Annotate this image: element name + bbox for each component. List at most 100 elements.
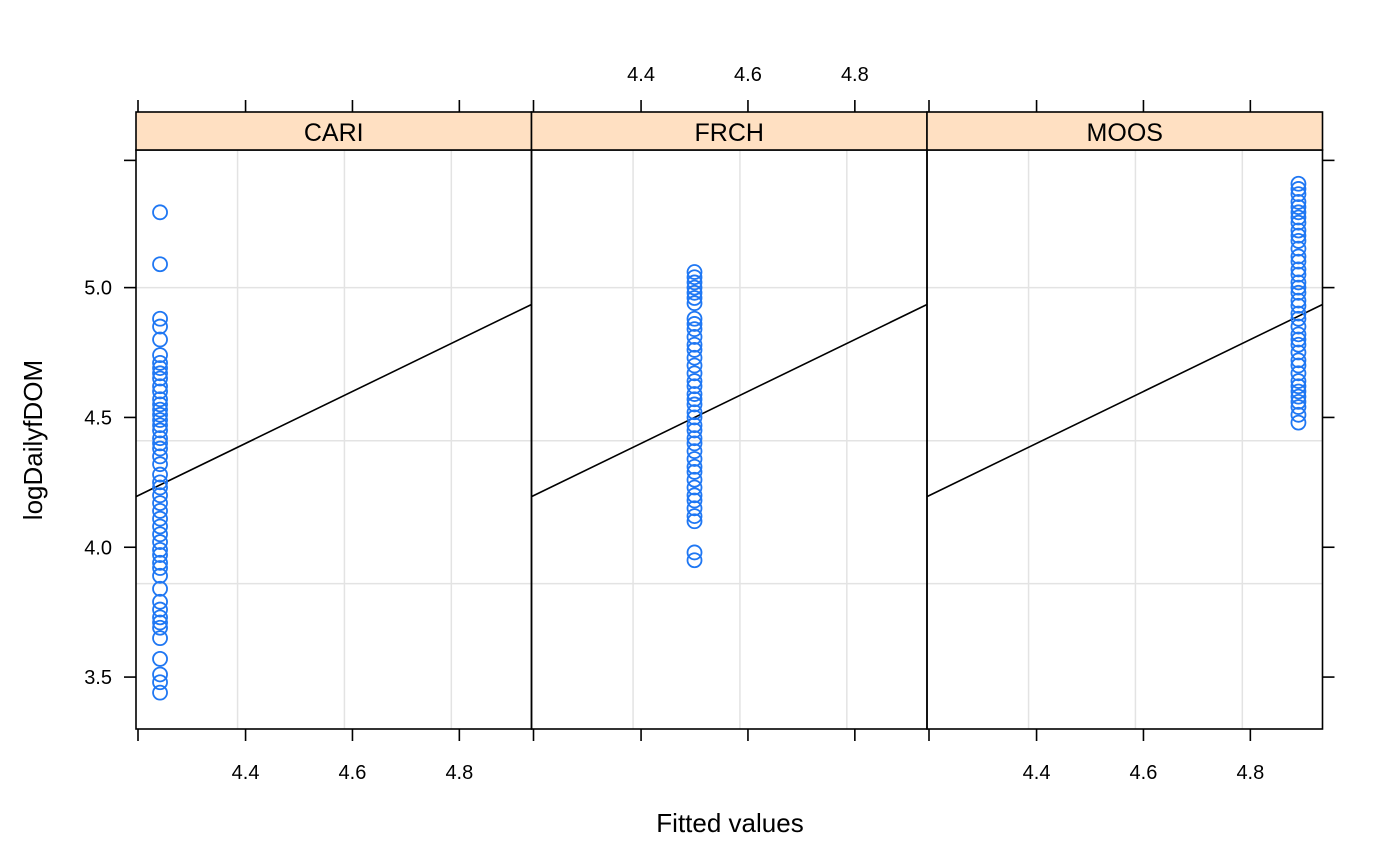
data-point [152, 256, 168, 273]
data-point [152, 609, 168, 626]
data-point [152, 310, 168, 327]
data-point [1290, 393, 1307, 410]
data-point [152, 435, 168, 452]
data-point [686, 329, 703, 345]
x-tick-label: 4.6 [339, 762, 367, 784]
x-tick-label: 4.6 [734, 64, 762, 86]
data-point [152, 666, 168, 683]
data-point [1290, 383, 1307, 400]
data-point [152, 448, 168, 465]
data-point [152, 534, 168, 550]
data-point [152, 378, 168, 395]
data-point [152, 541, 168, 558]
x-tick-label: 4.4 [232, 762, 260, 784]
data-point [686, 479, 703, 496]
data-point [686, 269, 703, 286]
axis-layer: 4.4 4.6 4.8 4.4 4.6 4.8 4.4 4.6 4.8 3.5 4.0 4.5 5.0 [84, 64, 1335, 784]
data-point [1290, 292, 1307, 309]
reference-line [531, 303, 928, 498]
data-point [1290, 378, 1307, 395]
data-point [1290, 344, 1307, 361]
data-point [1290, 227, 1307, 244]
data-point [686, 552, 703, 569]
panel-border [530, 149, 928, 730]
data-point [1290, 331, 1307, 348]
y-axis-title: logDailyfDOM [18, 360, 48, 520]
data-point [152, 518, 168, 535]
x-tick-label: 4.4 [627, 64, 655, 86]
data-point [686, 443, 703, 460]
data-point [686, 386, 703, 402]
data-point [686, 391, 703, 408]
data-point [1290, 297, 1307, 314]
y-tick-label: 5.0 [84, 278, 112, 300]
grid-layer [136, 150, 1323, 729]
data-point [686, 357, 703, 374]
data-point [152, 650, 168, 667]
x-tick-label: 4.8 [841, 64, 869, 86]
panel-border [135, 149, 533, 730]
data-point [152, 619, 168, 636]
data-point [686, 342, 703, 358]
data-point [152, 614, 168, 631]
data-point [152, 580, 168, 597]
data-point [152, 417, 168, 434]
data-point [152, 383, 168, 400]
data-point [686, 471, 703, 488]
data-point [686, 435, 703, 452]
data-point [152, 684, 168, 701]
data-point [686, 508, 703, 524]
data-point [686, 404, 703, 421]
data-point [1290, 352, 1307, 369]
data-point [686, 487, 703, 504]
data-point [686, 430, 703, 447]
data-point [1290, 310, 1307, 327]
data-point [152, 406, 168, 423]
data-point [1290, 240, 1307, 257]
data-point [686, 284, 703, 301]
data-point [152, 503, 168, 519]
data-point [1290, 279, 1307, 296]
data-point [152, 630, 168, 647]
data-point [152, 365, 168, 382]
data-point [686, 458, 703, 475]
data-point [686, 321, 703, 338]
x-tick-label: 4.6 [1130, 762, 1158, 784]
data-point [686, 464, 703, 480]
y-tick-label: 3.5 [84, 667, 112, 689]
data-point [686, 373, 703, 389]
data-point [1290, 253, 1307, 270]
data-point [152, 560, 168, 576]
data-point [686, 422, 703, 439]
data-point [152, 474, 168, 491]
data-point [152, 547, 168, 563]
data-point [152, 495, 168, 512]
data-point [1290, 406, 1307, 423]
data-point [152, 466, 168, 483]
data-point [152, 567, 168, 584]
strip-box [135, 111, 533, 151]
data-point [1290, 204, 1307, 221]
data-point [686, 378, 703, 395]
data-point [1290, 399, 1307, 415]
data-point [152, 526, 168, 543]
data-point [686, 310, 703, 327]
data-point [152, 601, 168, 618]
data-point [152, 370, 168, 387]
data-point [686, 396, 703, 413]
x-tick-label: 4.8 [1236, 762, 1264, 784]
data-point [1290, 186, 1307, 203]
data-point [1290, 326, 1307, 343]
x-tick-label: 4.8 [445, 762, 473, 784]
data-point [152, 347, 168, 364]
data-point [1290, 414, 1307, 431]
data-point [152, 487, 168, 504]
data-point [1290, 232, 1307, 249]
strip-label: MOOS [1087, 119, 1163, 147]
data-point [686, 500, 703, 517]
data-point [152, 674, 168, 691]
x-axis-title: Fitted values [656, 808, 803, 838]
data-point [152, 440, 168, 457]
reference-line [135, 303, 532, 498]
